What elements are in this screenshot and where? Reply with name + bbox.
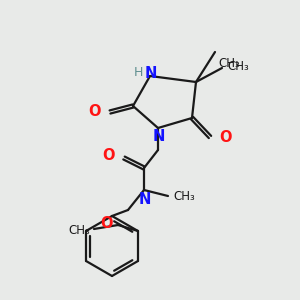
- Text: CH₃: CH₃: [218, 57, 240, 70]
- Text: O: O: [219, 130, 232, 145]
- Text: N: N: [145, 65, 157, 80]
- Text: O: O: [100, 215, 113, 230]
- Text: CH₃: CH₃: [68, 224, 90, 236]
- Text: CH₃: CH₃: [173, 190, 195, 202]
- Text: O: O: [88, 104, 101, 119]
- Text: N: N: [139, 192, 151, 207]
- Text: N: N: [153, 129, 165, 144]
- Text: O: O: [103, 148, 115, 164]
- Text: CH₃: CH₃: [227, 59, 249, 73]
- Text: H: H: [133, 67, 143, 80]
